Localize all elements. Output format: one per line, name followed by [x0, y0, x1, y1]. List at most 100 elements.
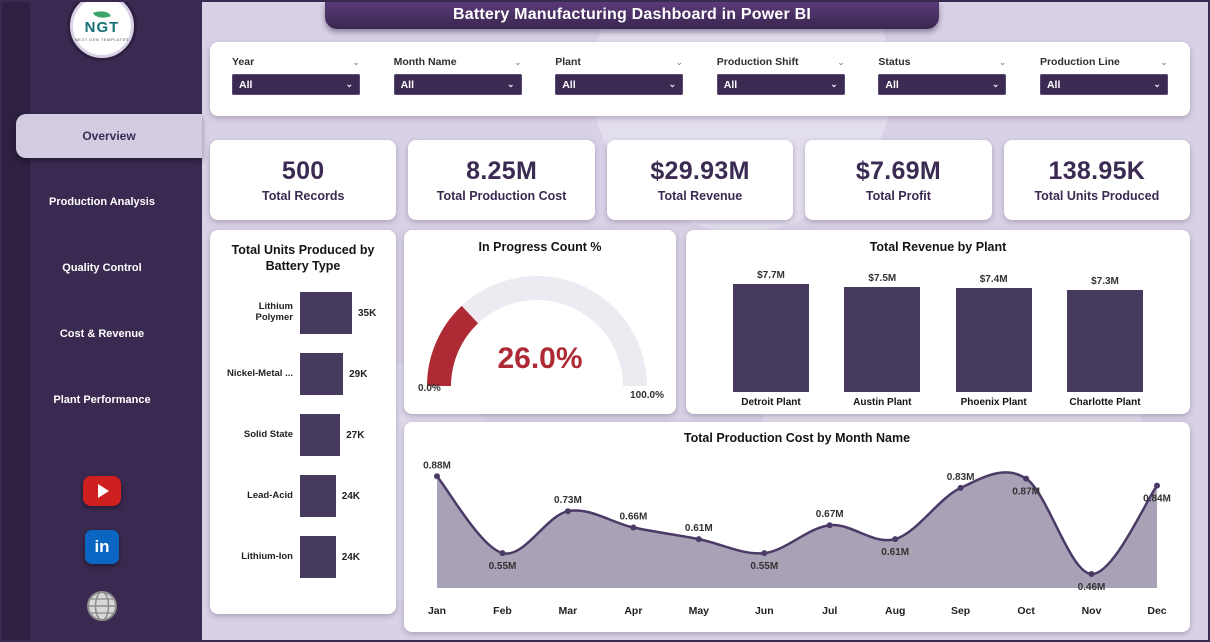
data-point-nov[interactable]: [1088, 571, 1095, 577]
filter-selected-value: All: [1046, 78, 1061, 91]
filter-dropdown-month-name[interactable]: All ⌄: [393, 74, 522, 95]
category-label: Nickel-Metal ...: [227, 367, 293, 379]
bar[interactable]: [1066, 289, 1143, 392]
chevron-down-icon[interactable]: ⌄: [837, 56, 845, 67]
category-label: Solid State: [243, 428, 293, 440]
chevron-down-icon: ⌄: [345, 79, 353, 89]
bar[interactable]: [844, 286, 921, 392]
axis-tick-label: Oct: [1017, 605, 1035, 617]
kpi-card-total-records: 500 Total Records: [210, 140, 397, 220]
chevron-down-icon[interactable]: ⌄: [1160, 56, 1168, 67]
kpi-label: Total Profit: [865, 189, 931, 203]
kpi-label: Total Records: [261, 189, 345, 203]
website-globe-icon[interactable]: [84, 588, 120, 624]
data-label: 0.67M: [816, 509, 844, 520]
kpi-value: 138.95K: [1048, 157, 1146, 185]
linkedin-icon[interactable]: in: [85, 530, 119, 564]
data-point-aug[interactable]: [892, 536, 899, 543]
filter-dropdown-plant[interactable]: All ⌄: [555, 74, 684, 95]
category-label: Charlotte Plant: [1069, 397, 1141, 408]
bar[interactable]: [733, 284, 809, 392]
filter-dropdown-production-line[interactable]: All ⌄: [1039, 74, 1168, 95]
kpi-value: 500: [281, 157, 325, 185]
bar-column-detroit-plant: $7.7M Detroit Plant: [731, 270, 811, 408]
chevron-down-icon[interactable]: ⌄: [514, 56, 522, 67]
bar[interactable]: [300, 414, 341, 456]
chevron-down-icon[interactable]: ⌄: [675, 56, 684, 67]
bar[interactable]: [300, 536, 336, 578]
chart-title: In Progress Count %: [478, 240, 602, 254]
in-progress-gauge-chart: In Progress Count % 26.0% 0.0% 100.0%: [404, 230, 676, 414]
category-label: Lead-Acid: [247, 489, 293, 501]
axis-tick-label: Dec: [1147, 605, 1166, 617]
data-point-sep[interactable]: [957, 484, 964, 491]
globe-graphic: [87, 591, 117, 621]
filter-header: Production Line ⌄: [1040, 56, 1168, 68]
kpi-value: 8.25M: [466, 157, 538, 185]
data-point-jul[interactable]: [826, 522, 833, 529]
filter-header: Plant ⌄: [555, 56, 683, 68]
bar-row-lead-acid: Lead-Acid 24K: [218, 466, 388, 527]
data-point-feb[interactable]: [499, 550, 506, 557]
filter-bar: Year ⌄ All ⌄ Month Name ⌄ All ⌄ Plant ⌄ All ⌄ Produc…: [210, 42, 1190, 116]
filter-dropdown-year[interactable]: All ⌄: [232, 74, 360, 95]
sidebar-item-plant-performance[interactable]: Plant Performance: [53, 394, 151, 406]
data-point-jun[interactable]: [761, 550, 768, 557]
chevron-down-icon[interactable]: ⌄: [998, 56, 1007, 67]
data-label: 0.66M: [620, 512, 648, 523]
filter-label: Plant: [555, 56, 581, 68]
youtube-icon[interactable]: [83, 476, 121, 506]
kpi-label: Total Units Produced: [1034, 189, 1160, 203]
data-label: 0.55M: [750, 561, 778, 572]
data-point-apr[interactable]: [630, 524, 637, 531]
filter-dropdown-status[interactable]: All ⌄: [878, 74, 1007, 95]
chevron-down-icon: ⌄: [668, 79, 677, 89]
bar[interactable]: [300, 292, 352, 334]
filter-header: Month Name ⌄: [394, 56, 522, 68]
gauge-arc: [427, 276, 647, 387]
data-label: $7.5M: [868, 272, 897, 284]
axis-tick-label: Jan: [428, 605, 446, 617]
category-label: Lithium Polymer: [255, 301, 294, 323]
bar[interactable]: [300, 475, 336, 517]
revenue-by-plant-chart: Total Revenue by Plant $7.7M Detroit Plan…: [686, 230, 1190, 414]
data-point-jan[interactable]: [434, 473, 440, 480]
axis-tick-label: Feb: [493, 605, 512, 617]
chevron-down-icon[interactable]: ⌄: [352, 56, 360, 67]
data-point-may[interactable]: [695, 536, 702, 543]
filter-dropdown-production-shift[interactable]: All ⌄: [716, 74, 845, 95]
filter-header: Production Shift ⌄: [717, 56, 845, 68]
data-label: $7.7M: [757, 270, 785, 281]
data-point-oct[interactable]: [1023, 475, 1030, 482]
data-label: 0.73M: [554, 495, 582, 506]
units-by-battery-type-chart: Total Units Produced by Battery Type Lit…: [210, 230, 396, 614]
data-label: 0.61M: [881, 547, 909, 558]
logo-text: NGT: [84, 19, 120, 36]
data-label: 35K: [358, 307, 377, 319]
revenue-columns: $7.7M Detroit Plant $7.5M Austin Plant $7.4M…: [731, 262, 1145, 408]
sidebar-item-quality-control[interactable]: Quality Control: [62, 262, 142, 274]
sidebar-item-overview[interactable]: Overview: [16, 114, 202, 158]
bar[interactable]: [300, 353, 344, 395]
bar-column-charlotte-plant: $7.3M Charlotte Plant: [1065, 276, 1145, 408]
chart-title: Total Units Produced by Battery Type: [231, 243, 375, 274]
data-point-mar[interactable]: [564, 508, 571, 515]
logo-tagline: NEXT GEN TEMPLATES: [75, 37, 129, 42]
kpi-value: $7.69M: [855, 157, 942, 185]
filter-label: Month Name: [393, 56, 457, 68]
data-point-dec[interactable]: [1154, 482, 1160, 489]
data-label: 24K: [341, 551, 361, 563]
production-cost-by-month-chart: Total Production Cost by Month Name 0.88…: [404, 422, 1190, 632]
data-label: 24K: [341, 490, 361, 502]
bar-row-solid-state: Solid State 27K: [218, 405, 388, 466]
filter-selected-value: All: [723, 78, 738, 91]
sidebar-item-production-analysis[interactable]: Production Analysis: [49, 196, 155, 208]
trend-line: [436, 471, 1159, 576]
filter-selected-value: All: [239, 78, 253, 91]
ngt-logo: NGT NEXT GEN TEMPLATES: [70, 2, 134, 58]
chevron-down-icon: ⌄: [991, 79, 1000, 89]
category-label: Phoenix Plant: [960, 397, 1027, 408]
bar[interactable]: [955, 288, 1032, 392]
sidebar-item-cost-revenue[interactable]: Cost & Revenue: [59, 328, 145, 340]
filter-selected-value: All: [885, 78, 899, 91]
